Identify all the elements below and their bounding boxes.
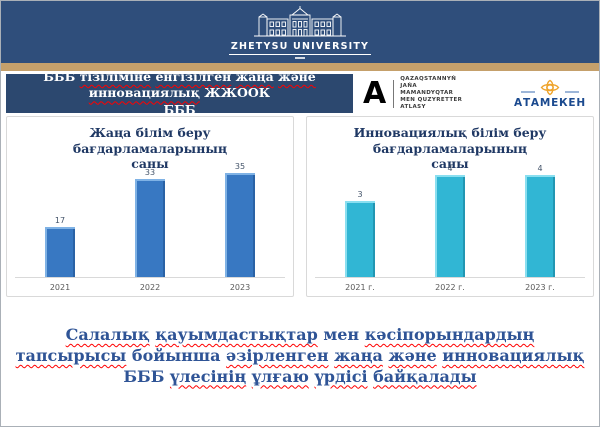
word: инновациялық — [442, 345, 585, 365]
x-axis-label: 2022 г. — [435, 283, 465, 292]
conclusion-text: Салалық қауымдастықтар мен кәсіпорындард… — [1, 325, 599, 387]
atameken-emblem-icon — [540, 79, 560, 95]
word: үрдісі — [314, 366, 368, 386]
divider — [393, 79, 395, 108]
atameken-emblem-row — [521, 79, 579, 96]
charts-row: Жаңа білім беру бағдарламаларының саны 1… — [6, 116, 594, 297]
university-building-icon — [254, 5, 346, 36]
bar — [525, 175, 555, 277]
gold-accent-stripe — [1, 63, 599, 71]
bar-value-label: 33 — [144, 167, 156, 177]
atlas-caption-line: MEN QUZYRETTER — [400, 96, 463, 103]
bar-value-label: 3 — [357, 189, 363, 199]
atameken-name: АТАМЕКЕН — [514, 96, 586, 109]
conclusion-line: БББ үлесінің ұлғаю үрдісі байқалады — [1, 367, 599, 388]
bar — [435, 175, 465, 277]
word: БББ — [123, 366, 165, 386]
word: жаңа — [334, 345, 383, 365]
plot-area: 17 33 35 — [15, 157, 285, 278]
bar-value-label: 4 — [447, 164, 453, 173]
x-axis-label: 2021 г. — [345, 283, 375, 292]
word: тапсырысы — [15, 345, 127, 365]
bar — [345, 200, 375, 277]
plot-area: 3 4 4 — [315, 157, 585, 278]
atlas-caption-line: MAMANDYQTAR — [400, 90, 454, 97]
slide-title: БББ тізіліміне енгізілген жаңа және инно… — [6, 69, 353, 117]
conclusion-line: Салалық қауымдастықтар мен кәсіпорындард… — [1, 325, 599, 346]
bar — [135, 178, 165, 277]
word: байқалады — [373, 366, 477, 386]
x-axis-label: 2021 — [49, 283, 71, 292]
bar — [225, 173, 255, 277]
bar-column: 4 — [495, 164, 585, 277]
bar — [45, 226, 75, 277]
university-year-mark — [295, 56, 305, 59]
atlas-caption: QAZAQSTANNYŃ JAŃA MAMANDYQTAR MEN QUZYRE… — [400, 76, 462, 110]
word: әзірленген — [226, 345, 329, 365]
university-logo: ZHETYSU UNIVERSITY — [228, 5, 372, 59]
chart-title: Инновациялық білім беру бағдарламаларыны… — [353, 125, 547, 172]
header-banner: ZHETYSU UNIVERSITY — [1, 1, 599, 63]
bar-column: 3 — [315, 189, 405, 277]
word: үлесінің — [169, 366, 247, 386]
x-axis: 2021 г. 2022 г. 2023 г. — [315, 278, 585, 292]
atlas-a-icon: A — [363, 75, 387, 111]
word: БББ — [163, 101, 196, 117]
bar-column: 17 — [15, 215, 105, 277]
word: және — [278, 69, 316, 85]
chart-new-programs: Жаңа білім беру бағдарламаларының саны 1… — [6, 116, 294, 297]
atlas-logo: A QAZAQSTANNYŃ JAŃA MAMANDYQTAR MEN QUZY… — [363, 76, 462, 110]
word: қауымдастықтар — [155, 325, 318, 344]
word: тізіліміне — [79, 69, 152, 85]
x-axis-label: 2023 — [229, 283, 251, 292]
x-axis-label: 2022 — [139, 283, 161, 292]
word: енгізілген — [155, 69, 232, 85]
atlas-caption-line: QAZAQSTANNYŃ — [400, 76, 457, 83]
chart-title: Жаңа білім беру бағдарламаларының саны — [72, 125, 228, 172]
bar-column: 35 — [195, 162, 285, 277]
atlas-caption-line: JAŃA — [400, 83, 417, 90]
word: ЖЖООК — [204, 85, 271, 101]
bar-value-label: 4 — [537, 164, 543, 173]
word: мен — [323, 325, 360, 344]
atameken-logo: АТАМЕКЕН — [514, 79, 586, 109]
word: бойынша — [131, 345, 221, 365]
conclusion-line: тапсырысы бойынша әзірленген жаңа және и… — [1, 346, 599, 367]
slide-title-line: БББ тізіліміне енгізілген жаңа және инно… — [6, 69, 353, 102]
word: Салалық — [65, 325, 150, 344]
word: ұлғаю — [251, 366, 309, 386]
partner-logos: A QAZAQSTANNYŃ JAŃA MAMANDYQTAR MEN QUZY… — [353, 74, 594, 113]
university-name: ZHETYSU UNIVERSITY — [228, 40, 372, 55]
word: жаңа — [235, 69, 274, 85]
bar-column: 33 — [105, 168, 195, 277]
bar-value-label: 35 — [234, 162, 246, 171]
word: және — [388, 345, 437, 365]
word: кәсіпорындардың — [364, 325, 535, 344]
title-row: БББ тізіліміне енгізілген жаңа және инно… — [1, 69, 599, 117]
atlas-caption-line: ATLASY — [400, 103, 426, 110]
bar-column: 4 — [405, 164, 495, 277]
atameken-side-text — [565, 90, 579, 93]
slide-title-line: БББ — [6, 102, 353, 118]
x-axis: 2021 2022 2023 — [15, 278, 285, 292]
bar-value-label: 17 — [54, 215, 66, 225]
x-axis-label: 2023 г. — [525, 283, 555, 292]
chart-innovative-programs: Инновациялық білім беру бағдарламаларыны… — [306, 116, 594, 297]
word: БББ — [43, 69, 76, 85]
atameken-side-text — [521, 90, 535, 93]
word: инновациялық — [88, 85, 200, 101]
